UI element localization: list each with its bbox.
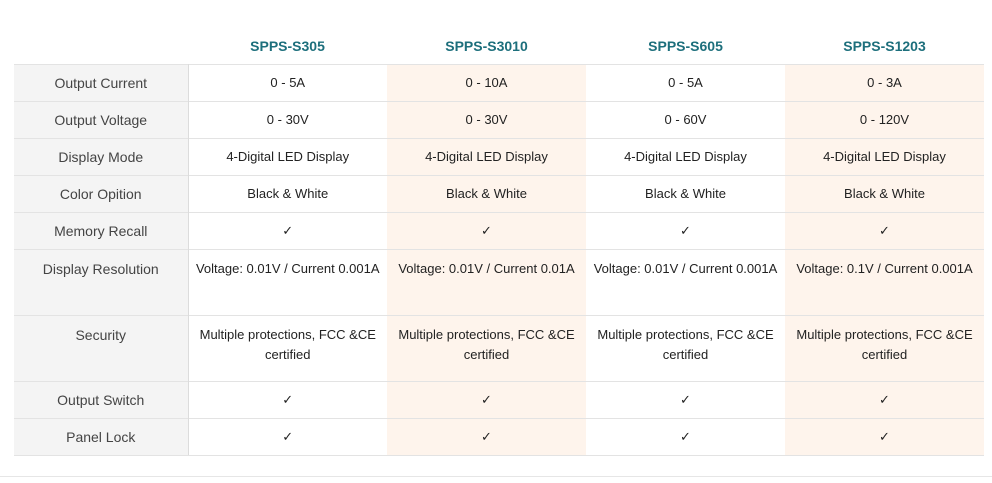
table-cell: 4-Digital LED Display — [188, 138, 387, 176]
check-icon: ✓ — [387, 212, 586, 250]
row-label: Memory Recall — [14, 212, 189, 250]
row-label: Output Current — [14, 64, 189, 102]
table-row-security: Security Multiple protections, FCC &CE c… — [14, 315, 984, 382]
table-cell: Black & White — [785, 175, 984, 213]
table-cell: 0 - 30V — [188, 101, 387, 139]
row-label: Output Switch — [14, 381, 189, 419]
table-cell: Multiple protections, FCC &CE certified — [188, 315, 387, 382]
table-cell: 4-Digital LED Display — [387, 138, 586, 176]
model-header-spps-s3010: SPPS-S3010 — [445, 37, 528, 54]
check-icon: ✓ — [785, 212, 984, 250]
table-cell: Multiple protections, FCC &CE certified — [586, 315, 785, 382]
check-icon: ✓ — [785, 381, 984, 419]
model-header-spps-s305: SPPS-S305 — [250, 37, 325, 54]
table-cell: 4-Digital LED Display — [586, 138, 785, 176]
table-cell: 0 - 3A — [785, 64, 984, 102]
check-icon: ✓ — [188, 381, 387, 419]
table-cell: Black & White — [188, 175, 387, 213]
table-row-display-resolution: Display Resolution Voltage: 0.01V / Curr… — [14, 249, 984, 316]
check-icon: ✓ — [188, 418, 387, 456]
row-label: Display Mode — [14, 138, 189, 176]
row-label: Color Opition — [14, 175, 189, 213]
check-icon: ✓ — [785, 418, 984, 456]
table-cell: 0 - 30V — [387, 101, 586, 139]
table-row-memory-recall: Memory Recall ✓ ✓ ✓ ✓ — [14, 212, 984, 250]
table-cell: 0 - 5A — [586, 64, 785, 102]
table-cell: 0 - 60V — [586, 101, 785, 139]
table-cell: 0 - 5A — [188, 64, 387, 102]
row-label: Output Voltage — [14, 101, 189, 139]
header-row: SPPS-S305 SPPS-S3010 SPPS-S605 SPPS-S120… — [14, 27, 984, 65]
table-row-display-mode: Display Mode 4-Digital LED Display 4-Dig… — [14, 138, 984, 176]
table-cell: Black & White — [586, 175, 785, 213]
row-label: Panel Lock — [14, 418, 189, 456]
check-icon: ✓ — [188, 212, 387, 250]
section-divider — [0, 476, 992, 477]
row-label: Security — [14, 315, 189, 382]
table-row-output-switch: Output Switch ✓ ✓ ✓ ✓ — [14, 381, 984, 419]
table-cell: 0 - 10A — [387, 64, 586, 102]
table-cell: Black & White — [387, 175, 586, 213]
table-cell: Voltage: 0.01V / Current 0.01A — [387, 249, 586, 316]
check-icon: ✓ — [586, 418, 785, 456]
check-icon: ✓ — [387, 418, 586, 456]
check-icon: ✓ — [586, 212, 785, 250]
table-cell: Voltage: 0.01V / Current 0.001A — [586, 249, 785, 316]
model-header-spps-s605: SPPS-S605 — [648, 37, 723, 54]
table-cell: Multiple protections, FCC &CE certified — [387, 315, 586, 382]
table-cell: Voltage: 0.1V / Current 0.001A — [785, 249, 984, 316]
table-cell: Multiple protections, FCC &CE certified — [785, 315, 984, 382]
model-header-spps-s1203: SPPS-S1203 — [843, 37, 926, 54]
check-icon: ✓ — [387, 381, 586, 419]
table-cell: 4-Digital LED Display — [785, 138, 984, 176]
comparison-table: SPPS-S305 SPPS-S3010 SPPS-S605 SPPS-S120… — [14, 27, 984, 456]
header-blank-cell — [14, 27, 188, 65]
check-icon: ✓ — [586, 381, 785, 419]
table-cell: 0 - 120V — [785, 101, 984, 139]
table-row-output-voltage: Output Voltage 0 - 30V 0 - 30V 0 - 60V 0… — [14, 101, 984, 139]
table-row-output-current: Output Current 0 - 5A 0 - 10A 0 - 5A 0 -… — [14, 64, 984, 102]
row-label: Display Resolution — [14, 249, 189, 316]
table-row-color-option: Color Opition Black & White Black & Whit… — [14, 175, 984, 213]
table-cell: Voltage: 0.01V / Current 0.001A — [188, 249, 387, 316]
table-row-panel-lock: Panel Lock ✓ ✓ ✓ ✓ — [14, 418, 984, 456]
